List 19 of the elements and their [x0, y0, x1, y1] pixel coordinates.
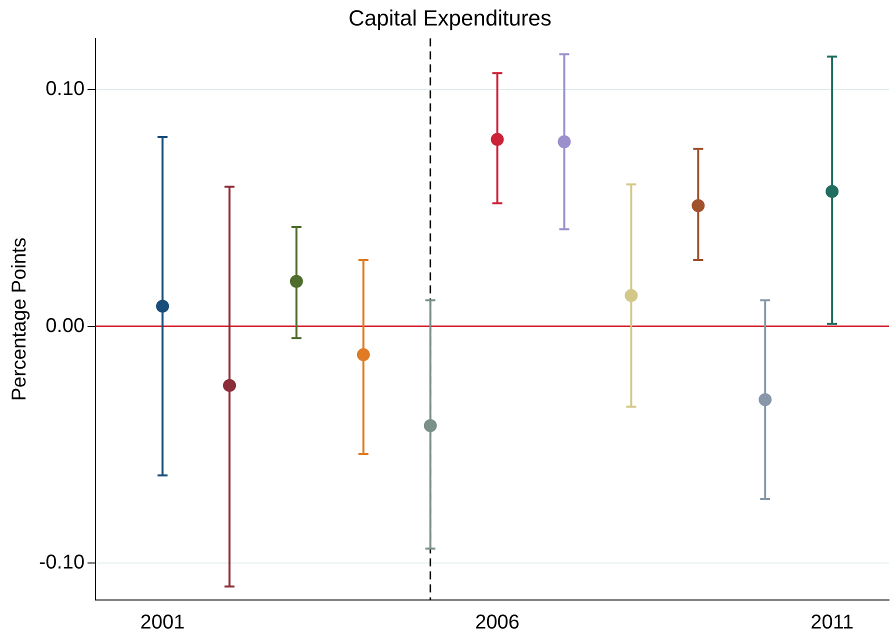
x-tick-label: 2001: [140, 612, 185, 634]
point: [290, 274, 303, 288]
y-tick-label: -0.10: [38, 551, 85, 574]
point: [624, 289, 638, 302]
point: [156, 300, 170, 313]
point: [356, 348, 370, 362]
x-tick-label: 2006: [475, 612, 520, 634]
point: [692, 199, 705, 212]
chart-title: Capital Expenditures: [348, 5, 552, 30]
y-tick-label: 0.10: [46, 78, 85, 100]
point: [424, 419, 437, 432]
x-tick-label: 2011: [810, 612, 854, 634]
point: [758, 393, 772, 406]
point: [826, 184, 839, 198]
point: [490, 132, 504, 146]
point: [558, 135, 571, 148]
y-axis-title: Percentage Points: [8, 237, 31, 401]
y-tick-label: 0.00: [46, 314, 85, 337]
point: [222, 378, 236, 392]
